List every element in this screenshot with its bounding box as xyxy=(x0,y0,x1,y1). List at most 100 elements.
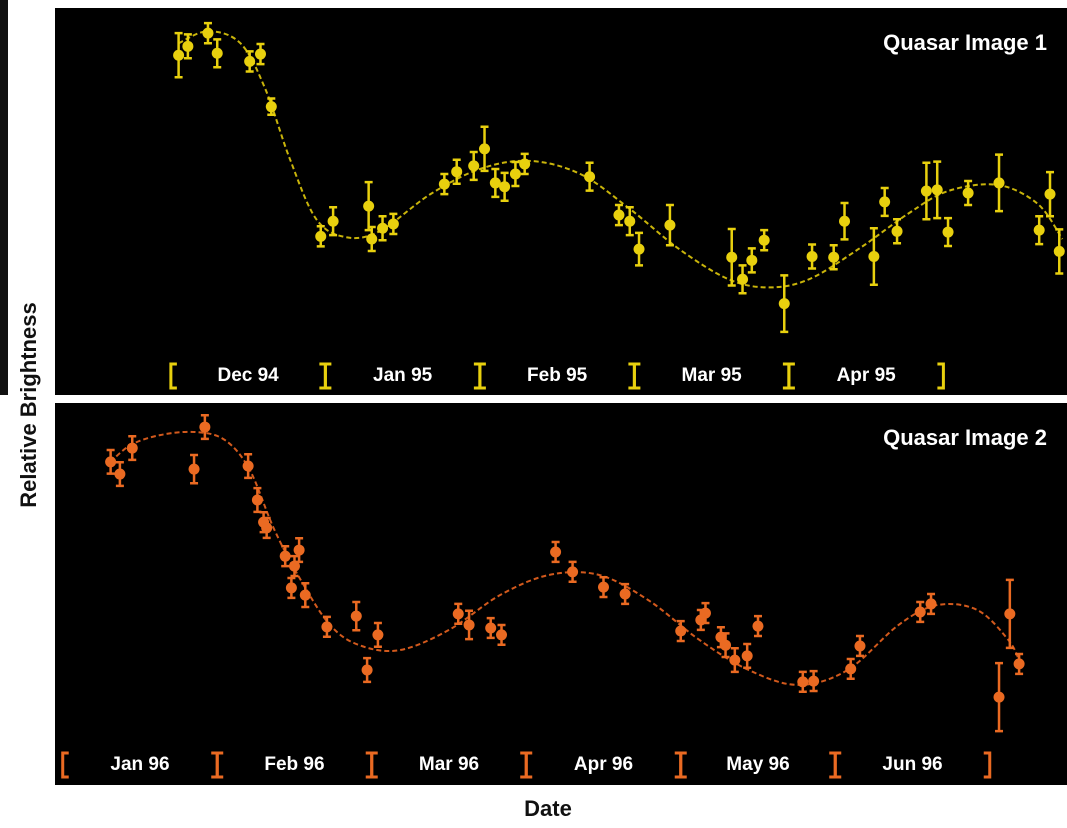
fit-curve xyxy=(178,30,1064,289)
month-bracket xyxy=(632,362,641,390)
month-bracket xyxy=(833,751,842,779)
data-point xyxy=(199,421,211,433)
data-point xyxy=(299,589,311,601)
month-bracket xyxy=(370,751,378,779)
month-bracket xyxy=(478,362,486,390)
data-point xyxy=(202,27,214,39)
data-point xyxy=(624,215,636,227)
data-point xyxy=(925,598,937,610)
data-point xyxy=(664,219,676,231)
data-point xyxy=(868,250,880,262)
x-tick-label: Jan 95 xyxy=(373,365,433,386)
data-point xyxy=(499,181,511,193)
data-point xyxy=(288,560,300,572)
data-point xyxy=(438,178,450,190)
x-tick-label: Jun 96 xyxy=(882,754,942,775)
data-point xyxy=(1013,658,1025,670)
data-point xyxy=(828,251,840,263)
data-point xyxy=(285,582,297,594)
month-bracket xyxy=(215,751,224,779)
data-point xyxy=(372,629,384,641)
data-point xyxy=(797,676,809,688)
data-point xyxy=(242,460,254,472)
data-point xyxy=(468,160,480,172)
data-point xyxy=(962,187,974,199)
data-point xyxy=(741,650,753,662)
data-point xyxy=(914,606,926,618)
data-point xyxy=(182,40,194,52)
data-point xyxy=(321,621,333,633)
month-bracket xyxy=(983,751,992,779)
data-point xyxy=(361,664,373,676)
data-point xyxy=(633,243,645,255)
data-point xyxy=(720,639,732,651)
data-point xyxy=(1044,188,1056,200)
data-point xyxy=(879,196,891,208)
data-point xyxy=(1004,608,1016,620)
data-point xyxy=(366,233,378,245)
data-point xyxy=(806,250,818,262)
data-point xyxy=(746,254,758,266)
x-tick-label: Apr 96 xyxy=(574,754,633,775)
data-point xyxy=(244,55,256,67)
data-point xyxy=(463,619,475,631)
data-point xyxy=(279,550,291,562)
data-point xyxy=(920,185,932,197)
data-point xyxy=(726,251,738,263)
data-point xyxy=(261,522,273,534)
data-point xyxy=(737,273,749,285)
panel-2 xyxy=(55,403,1067,785)
x-tick-label: Mar 96 xyxy=(419,754,479,775)
chart-title: Quasar Image 1 xyxy=(883,30,1047,55)
data-point xyxy=(327,215,339,227)
data-point xyxy=(891,225,903,237)
data-point xyxy=(729,654,741,666)
data-point xyxy=(509,168,521,180)
data-point xyxy=(993,691,1005,703)
x-tick-label: Dec 94 xyxy=(217,365,279,386)
month-bracket xyxy=(679,751,687,779)
data-point xyxy=(114,468,126,480)
data-point xyxy=(496,629,508,641)
data-point xyxy=(1033,224,1045,236)
data-point xyxy=(293,544,305,556)
data-point xyxy=(931,184,943,196)
x-tick-label: Feb 95 xyxy=(527,365,588,386)
x-tick-label: Mar 95 xyxy=(682,365,743,386)
data-point xyxy=(699,607,711,619)
data-point xyxy=(452,608,464,620)
data-point xyxy=(519,158,531,170)
month-bracket xyxy=(323,362,332,390)
chart-title: Quasar Image 2 xyxy=(883,425,1047,450)
data-point xyxy=(451,166,463,178)
data-point xyxy=(485,622,497,634)
data-point xyxy=(251,494,263,506)
data-point xyxy=(265,101,277,113)
data-point xyxy=(315,230,327,242)
month-bracket xyxy=(169,362,177,390)
data-point xyxy=(619,588,631,600)
y-axis-label: Relative Brightness xyxy=(16,302,41,507)
x-tick-label: Jan 96 xyxy=(110,754,169,775)
data-point xyxy=(350,610,362,622)
data-point xyxy=(584,171,596,183)
data-point xyxy=(173,49,185,61)
data-point xyxy=(839,215,851,227)
data-point xyxy=(845,663,857,675)
data-point xyxy=(752,620,764,632)
data-point xyxy=(254,48,266,60)
data-point xyxy=(758,234,770,246)
data-point xyxy=(675,625,687,637)
data-point xyxy=(387,218,399,230)
data-point xyxy=(597,581,609,593)
data-point xyxy=(489,177,501,189)
x-tick-label: Feb 96 xyxy=(264,754,324,775)
data-point xyxy=(993,177,1005,189)
left-strip xyxy=(0,0,8,395)
data-point xyxy=(808,675,820,687)
panel-1 xyxy=(55,8,1067,395)
x-tick-label: Apr 95 xyxy=(837,365,897,386)
data-point xyxy=(363,200,375,212)
fit-curve xyxy=(109,430,1021,686)
